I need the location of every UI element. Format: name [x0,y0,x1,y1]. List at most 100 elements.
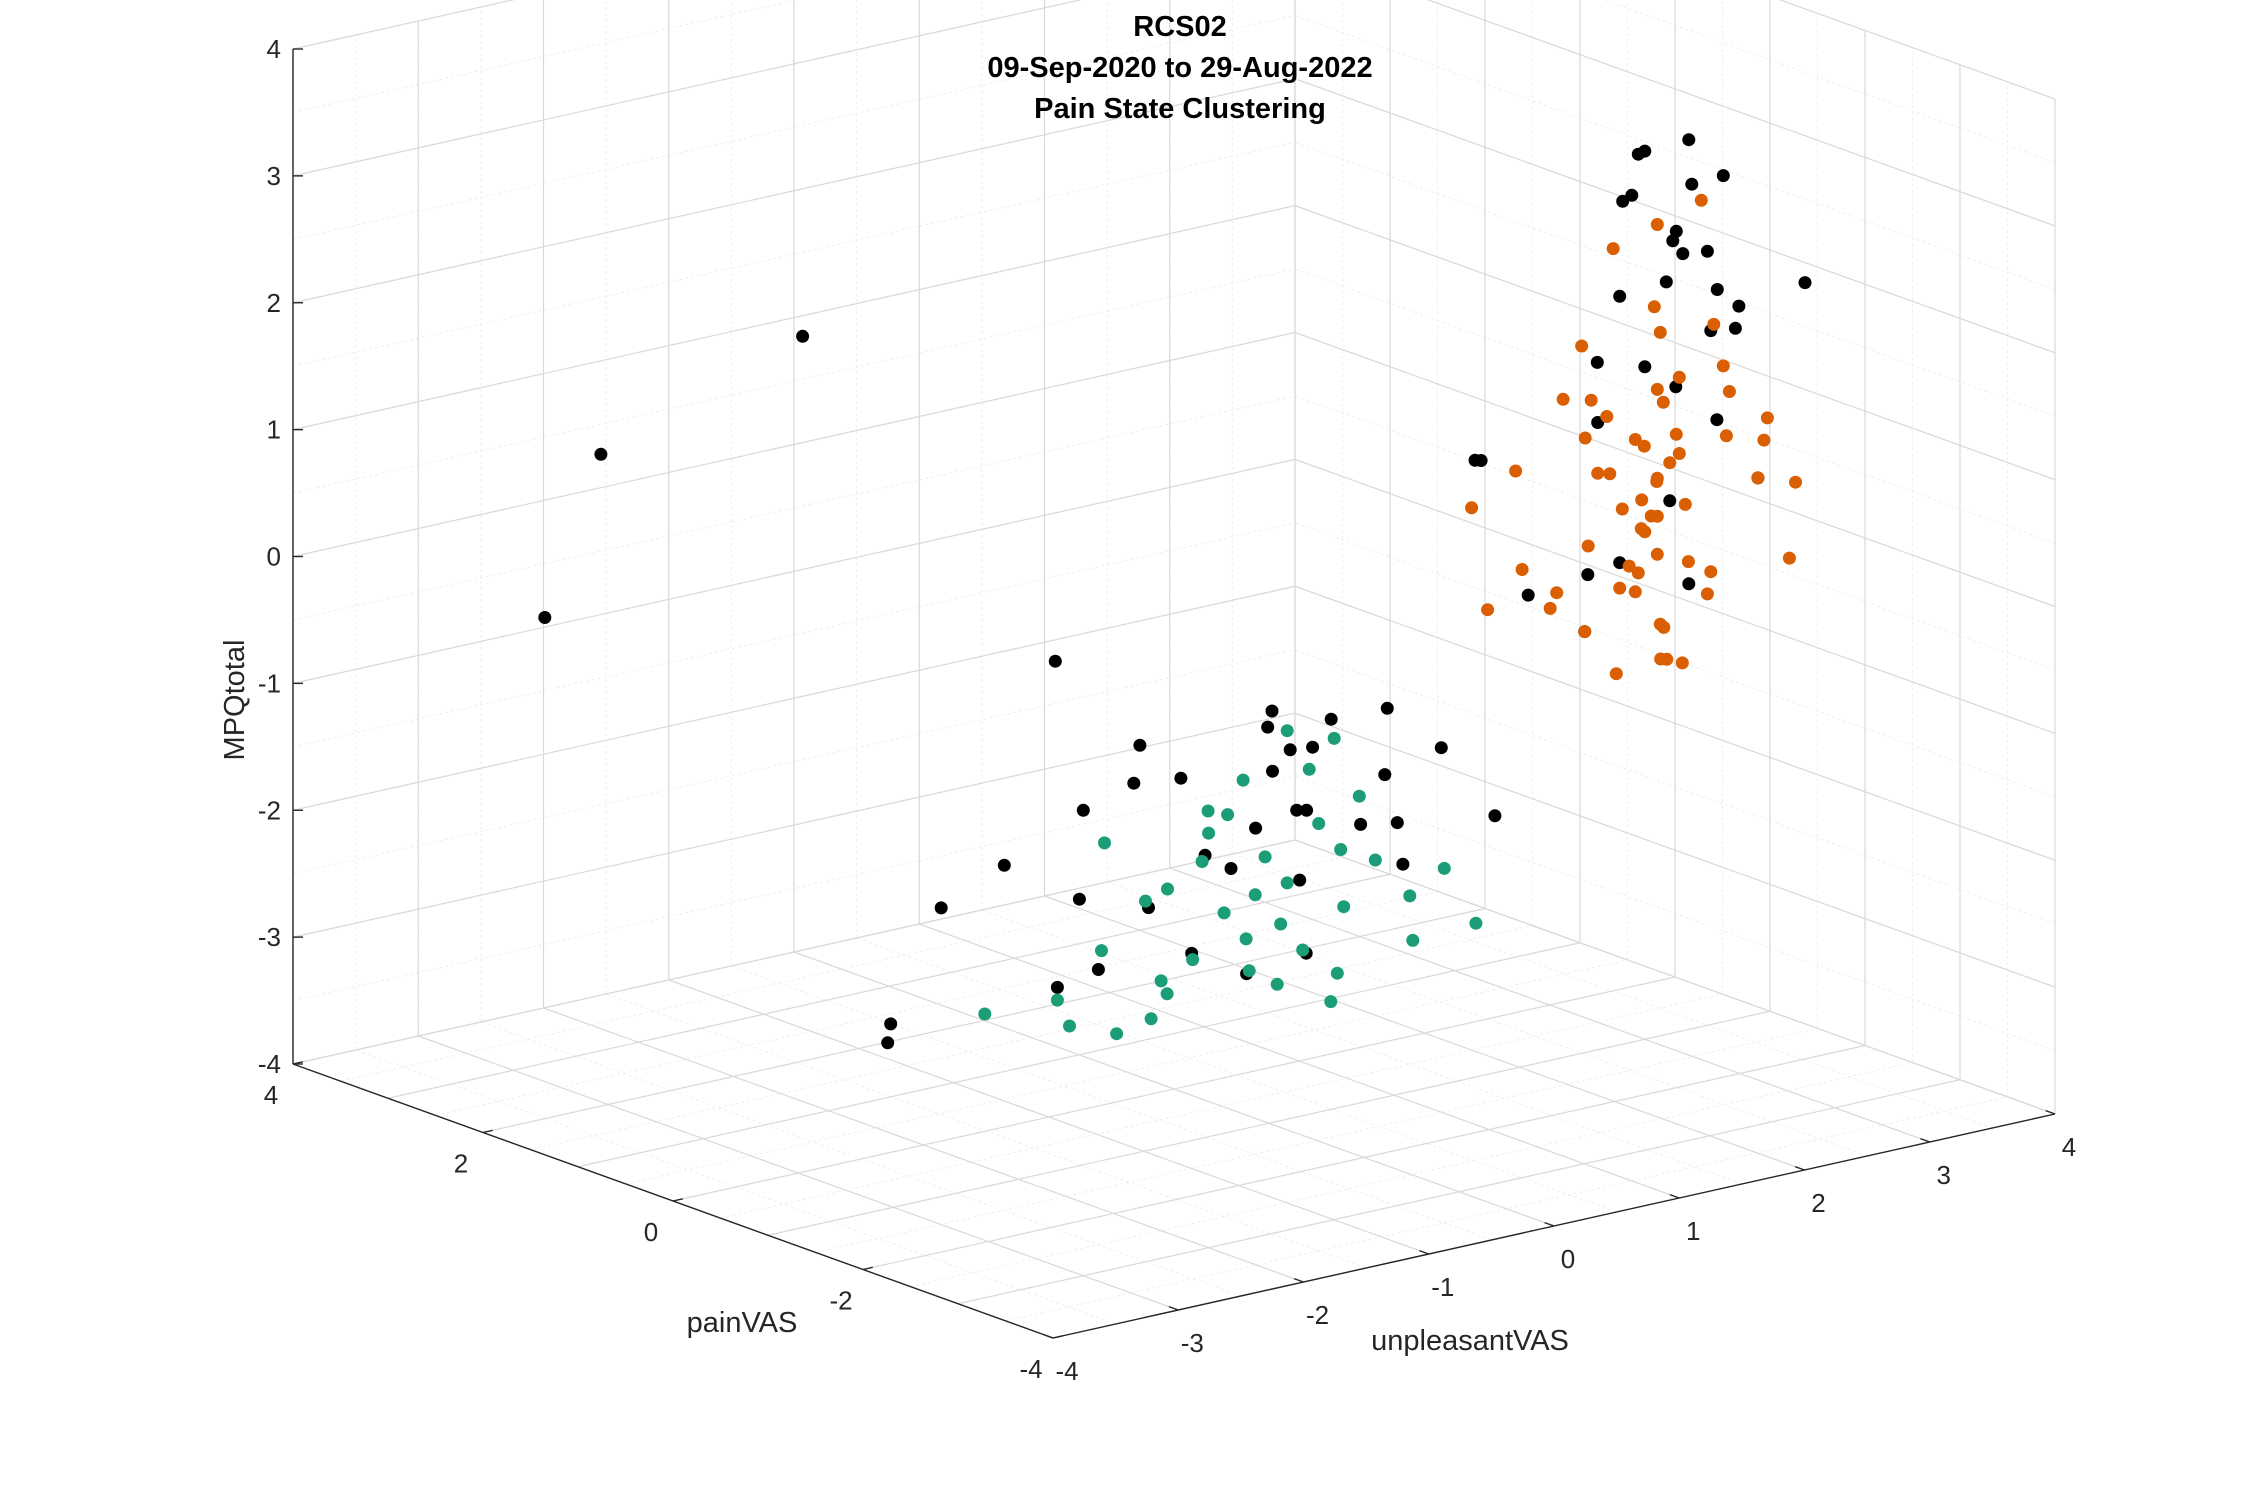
scatter-point [1327,731,1341,745]
z-tick-label: -1 [258,668,281,698]
scatter-point [1609,667,1623,681]
major-grid-line [1294,331,2056,608]
x-tick-label: -2 [1306,1300,1329,1330]
scatter-point [1676,247,1690,261]
y-tick-mark [862,1266,873,1271]
scatter-point [1628,585,1642,599]
scatter-point [1700,244,1714,258]
x-tick-label: 1 [1686,1216,1700,1246]
scatter-point [1481,603,1495,617]
scatter-point [1789,475,1802,489]
scatter-point [1468,453,1482,467]
scatter-point [1710,413,1724,427]
scatter-point [1515,563,1529,576]
scatter-point [1048,654,1062,668]
x-tick-label: 2 [1811,1188,1825,1218]
scatter-point [1782,551,1796,565]
scatter-point [1324,712,1338,726]
scatter-point [1283,743,1297,757]
z-tick-labels: -4 -3 -2 -1 0 1 2 3 4 [258,34,281,1079]
scatter-point [1280,724,1294,738]
minor-grid [292,0,2056,1339]
y-tick-labels: -4 -2 0 2 4 [264,1080,1043,1384]
scatter-point [1224,862,1238,875]
scatter-point [1681,555,1695,569]
scatter-point [1716,359,1730,373]
scatter-point [1290,803,1304,817]
scatter-point [1751,471,1765,485]
scatter-point [1098,836,1111,850]
scatter-point [1682,577,1696,591]
x-tick-label: 3 [1937,1160,1951,1190]
scatter-point [1656,395,1670,409]
major-grid-line [862,1044,1866,1271]
scatter-point [1556,392,1570,406]
y-tick-mark [672,1198,683,1202]
scatter-point [1581,568,1595,582]
scatter-point [1663,494,1677,508]
major-grid-line [387,873,1391,1099]
major-grid-line [1294,839,2056,1115]
scatter-point [1266,764,1279,778]
major-grid-line [292,331,1296,558]
scatter-point [1354,817,1368,831]
scatter-point [1174,771,1188,785]
major-grid-line [292,205,1296,431]
scatter-point [1280,876,1294,890]
scatter-point [1201,804,1215,818]
scatter-point [997,858,1011,872]
scatter-point [1076,803,1090,817]
scatter-point [1186,953,1200,967]
scatter-point [1330,966,1344,980]
x-tick-label: 4 [2062,1132,2076,1162]
scatter-point [1581,539,1595,553]
scatter-point [1127,776,1141,790]
z-tick-label: 2 [267,288,281,318]
scatter-point [1154,974,1168,988]
scatter-point [1469,916,1483,930]
scatter-point [1694,193,1708,207]
major-grid [292,0,2056,1339]
scatter-point [1324,995,1338,1009]
scatter-point [1638,360,1652,374]
z-tick-label: -4 [258,1049,281,1079]
scatter-point [1509,464,1523,478]
y-tick-label: 2 [454,1149,468,1179]
scatter-point [1653,617,1667,631]
scatter-point [934,901,948,915]
y-tick-label: -4 [1019,1354,1042,1384]
scatter-point [1650,547,1664,561]
scatter-point [1654,652,1668,666]
scatter-point [1700,587,1714,601]
scatter-point [1334,843,1348,856]
scatter-point [1270,977,1284,991]
scatter-point [1293,873,1307,887]
scatter-point [1160,987,1174,1001]
scatter-point [1063,1019,1076,1033]
scatter-point [1274,917,1288,931]
x-tick-mark [1043,1333,1054,1339]
scatter-point [1672,370,1686,384]
scatter-point [1139,894,1152,908]
major-grid-line [1294,712,2056,988]
scatter-point [1728,321,1742,335]
scatter-point [1682,133,1696,147]
scatter-point [1050,993,1064,1007]
scatter-point [1710,283,1724,296]
scatter-point [1613,289,1627,303]
scatter-point [1095,944,1108,958]
scatter-point [1258,850,1272,864]
scatter-point [1239,932,1253,946]
major-grid-line [292,458,1296,684]
scatter-point [1050,980,1064,994]
scatter-point [1091,963,1105,976]
scatter-point [1625,188,1639,202]
scatter-point [1302,762,1316,776]
scatter-point [1390,816,1404,830]
major-grid-line [1294,78,2056,354]
scatter-point [1261,720,1275,734]
scatter-point [1685,177,1699,191]
x-tick-mark [1920,1137,1930,1143]
scatter-point [1678,497,1692,511]
scatter-point [1591,466,1605,480]
